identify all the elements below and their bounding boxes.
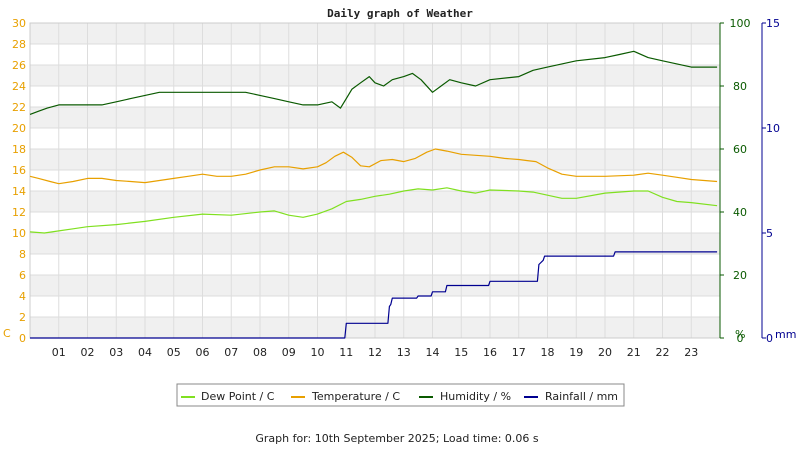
legend-label-humidity: Humidity / % (440, 390, 511, 403)
series-line-rainfall (30, 251, 718, 339)
left-tick-label: 8 (19, 248, 26, 261)
x-tick-label: 16 (483, 346, 497, 359)
x-tick-label: 01 (52, 346, 66, 359)
humidity-tick-label: 80 (733, 80, 747, 93)
left-tick-label: 2 (19, 311, 26, 324)
series-line-humidity (29, 50, 718, 115)
rainfall-tick-label: 10 (766, 122, 780, 135)
x-tick-label: 20 (598, 346, 612, 359)
left-tick-label: 14 (12, 185, 26, 198)
x-tick-label: 03 (109, 346, 123, 359)
x-tick-label: 13 (397, 346, 411, 359)
legend-label-rainfall: Rainfall / mm (545, 390, 618, 403)
rainfall-axis-unit: mm (775, 328, 796, 341)
series-line-dew (29, 187, 718, 234)
left-tick-label: 28 (12, 38, 26, 51)
left-tick-label: 6 (19, 269, 26, 282)
left-tick-label: 12 (12, 206, 26, 219)
rainfall-axis: 0 5 10 15 (761, 17, 780, 345)
x-tick-label: 23 (684, 346, 698, 359)
left-tick-label: 26 (12, 59, 26, 72)
x-tick-label: 22 (656, 346, 670, 359)
left-tick-label: 20 (12, 122, 26, 135)
legend-label-dew-point: Dew Point / C (201, 390, 275, 403)
x-tick-label: 12 (368, 346, 382, 359)
grid-lines (29, 22, 721, 339)
x-tick-label: 06 (196, 346, 210, 359)
x-tick-label: 18 (541, 346, 555, 359)
series-layer (29, 50, 718, 339)
left-tick-label: 24 (12, 80, 26, 93)
x-tick-label: 21 (627, 346, 641, 359)
humidity-axis: 0 20 40 60 80 100 (719, 17, 751, 345)
left-tick-label: 0 (19, 332, 26, 345)
series-line-temperature (29, 148, 718, 185)
left-tick-label: 4 (19, 290, 26, 303)
legend-label-temperature: Temperature / C (311, 390, 400, 403)
x-tick-label: 02 (81, 346, 95, 359)
x-axis: 01 02 03 04 05 06 07 08 09 10 11 12 13 14 15 16 17 18 19 20… (52, 346, 699, 359)
legend: Dew Point / C Temperature / C Humidity /… (176, 383, 625, 407)
x-tick-label: 14 (426, 346, 440, 359)
x-tick-label: 08 (253, 346, 267, 359)
x-tick-label: 17 (512, 346, 526, 359)
humidity-tick-label: 40 (733, 206, 747, 219)
x-tick-label: 09 (282, 346, 296, 359)
humidity-tick-label: 100 (730, 17, 751, 30)
x-tick-label: 11 (339, 346, 353, 359)
left-axis-unit: C (3, 327, 11, 340)
legend-box (176, 383, 625, 407)
x-tick-label: 15 (454, 346, 468, 359)
humidity-axis-unit: % (735, 328, 745, 341)
humidity-tick-label: 0 (737, 332, 744, 345)
x-tick-label: 10 (311, 346, 325, 359)
rainfall-tick-label: 15 (766, 17, 780, 30)
left-tick-label: 10 (12, 227, 26, 240)
x-tick-label: 07 (224, 346, 238, 359)
x-tick-label: 19 (569, 346, 583, 359)
left-tick-label: 30 (12, 17, 26, 30)
x-tick-label: 05 (167, 346, 181, 359)
left-tick-label: 16 (12, 164, 26, 177)
left-tick-label: 18 (12, 143, 26, 156)
humidity-tick-label: 60 (733, 143, 747, 156)
rainfall-tick-label: 0 (766, 332, 773, 345)
humidity-tick-label: 20 (733, 269, 747, 282)
x-tick-label: 04 (138, 346, 152, 359)
left-tick-label: 22 (12, 101, 26, 114)
chart-title: Daily graph of Weather (327, 7, 473, 20)
rainfall-tick-label: 5 (766, 227, 773, 240)
footer-text: Graph for: 10th September 2025; Load tim… (255, 432, 539, 445)
